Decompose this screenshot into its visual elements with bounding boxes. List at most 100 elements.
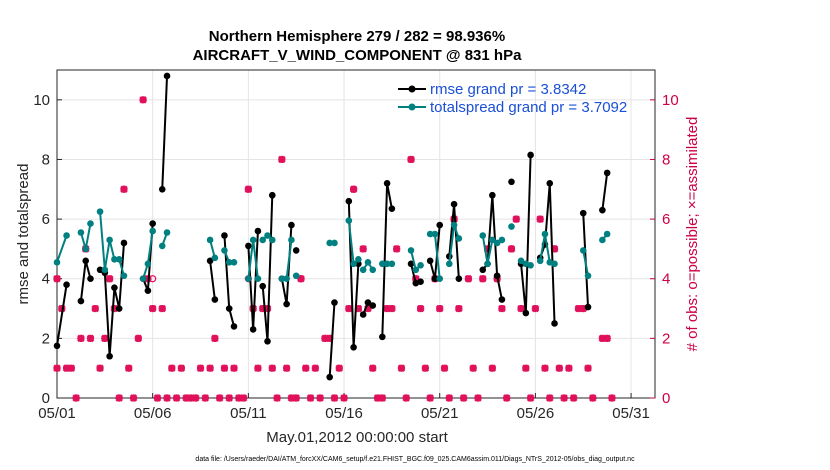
obs-assimilated-marker	[53, 274, 61, 283]
legend: rmse grand pr = 3.8342 totalspread grand…	[398, 81, 627, 116]
spread-point	[431, 230, 439, 238]
spread-point	[206, 236, 214, 244]
obs-assimilated-x	[464, 274, 473, 283]
obs-assimilated-marker	[306, 394, 315, 402]
obs-assimilated-marker	[378, 394, 387, 402]
obs-assimilated-x	[565, 364, 573, 372]
obs-assimilated-x	[608, 394, 616, 402]
rmse-line-segment	[161, 75, 169, 190]
legend-spread-label: totalspread grand pr = 3.7092	[430, 99, 627, 116]
obs-assimilated-x	[230, 364, 238, 372]
obs-assimilated-x	[512, 215, 520, 223]
rmse-point	[63, 281, 70, 288]
spread-point	[603, 230, 611, 238]
rmse-point	[254, 227, 262, 235]
obs-assimilated-x	[555, 364, 564, 372]
obs-assimilated-marker	[268, 364, 277, 372]
rmse-point	[264, 338, 271, 345]
obs-assimilated-marker	[330, 394, 339, 402]
obs-assimilated-x	[569, 394, 578, 402]
rmse-point	[326, 373, 333, 381]
spread-point	[292, 272, 300, 280]
obs-assimilated-marker	[105, 274, 114, 283]
spread-point	[87, 220, 94, 227]
obs-possible-marker	[507, 245, 516, 253]
obs-possible-marker	[407, 155, 415, 164]
rmse-point	[163, 72, 171, 80]
obs-assimilated-marker	[230, 364, 238, 372]
obs-assimilated-x	[488, 364, 497, 372]
spread-point	[479, 232, 487, 239]
obs-assimilated-marker	[86, 334, 95, 343]
spread-line-segment	[582, 250, 590, 276]
obs-assimilated-marker	[196, 364, 205, 372]
y-right-tick-label: 2	[662, 330, 670, 347]
rmse-point	[206, 257, 214, 265]
obs-assimilated-marker	[316, 394, 324, 402]
spread-point	[245, 275, 252, 283]
spread-point	[489, 236, 496, 244]
obs-assimilated-x	[192, 394, 200, 402]
rmse-point	[283, 300, 290, 308]
obs-assimilated-x	[96, 364, 104, 372]
obs-assimilated-marker	[192, 394, 200, 402]
obs-assimilated-marker	[172, 394, 181, 402]
spread-point	[383, 260, 391, 268]
obs-assimilated-marker	[335, 364, 343, 372]
spread-point	[268, 236, 276, 244]
obs-assimilated-marker	[101, 334, 109, 343]
obs-assimilated-marker	[115, 394, 123, 402]
rmse-point	[417, 278, 424, 286]
obs-assimilated-marker	[455, 304, 463, 313]
obs-assimilated-x	[306, 394, 315, 402]
y-axis-right: 0 2 4 6 8 10	[650, 92, 679, 407]
y-tick-label: 6	[42, 211, 50, 228]
spread-point	[484, 260, 491, 268]
spread-line-segment	[56, 235, 68, 263]
obs-assimilated-marker	[129, 394, 138, 402]
y-axis-label: rmse and totalspread	[15, 164, 32, 305]
obs-assimilated-marker	[498, 304, 506, 313]
obs-assimilated-marker	[302, 364, 310, 372]
obs-assimilated-marker	[220, 364, 229, 372]
obs-assimilated-x	[402, 394, 410, 402]
obs-assimilated-marker	[608, 394, 616, 402]
obs-assimilated-marker	[292, 394, 300, 402]
spread-point	[63, 232, 70, 239]
rmse-point	[359, 311, 367, 318]
rmse-point	[259, 282, 267, 290]
x-tick-label: 05/31	[612, 405, 650, 422]
y-right-tick-label: 10	[662, 92, 679, 109]
obs-assimilated-marker	[512, 215, 520, 223]
obs-assimilated-marker	[517, 304, 525, 313]
spread-point	[450, 221, 458, 229]
obs-assimilated-x	[311, 364, 320, 372]
line-series	[53, 72, 611, 381]
obs-assimilated-x	[53, 364, 61, 372]
rmse-point	[498, 296, 506, 303]
obs-assimilated-x	[378, 394, 387, 402]
obs-assimilated-x	[220, 364, 229, 372]
spread-point	[388, 260, 396, 268]
obs-assimilated-marker	[369, 364, 377, 372]
obs-assimilated-marker	[569, 394, 578, 402]
rmse-point	[53, 342, 61, 350]
obs-assimilated-marker	[546, 394, 554, 402]
obs-assimilated-marker	[206, 364, 214, 372]
obs-assimilated-x	[474, 394, 482, 402]
rmse-point	[479, 266, 487, 274]
spread-point	[379, 260, 386, 268]
obs-assimilated-x	[584, 364, 592, 372]
spread-point	[345, 217, 353, 224]
rmse-point	[603, 169, 611, 177]
obs-assimilated-marker	[397, 364, 406, 372]
spread-point	[144, 260, 152, 268]
rmse-point	[522, 309, 530, 317]
obs-assimilated-marker	[469, 364, 477, 372]
obs-assimilated-marker	[340, 394, 348, 402]
obs-assimilated-marker	[416, 304, 425, 313]
spread-point	[536, 257, 544, 265]
rmse-point	[489, 191, 496, 199]
obs-assimilated-marker	[215, 394, 224, 402]
rmse-point	[426, 257, 434, 265]
